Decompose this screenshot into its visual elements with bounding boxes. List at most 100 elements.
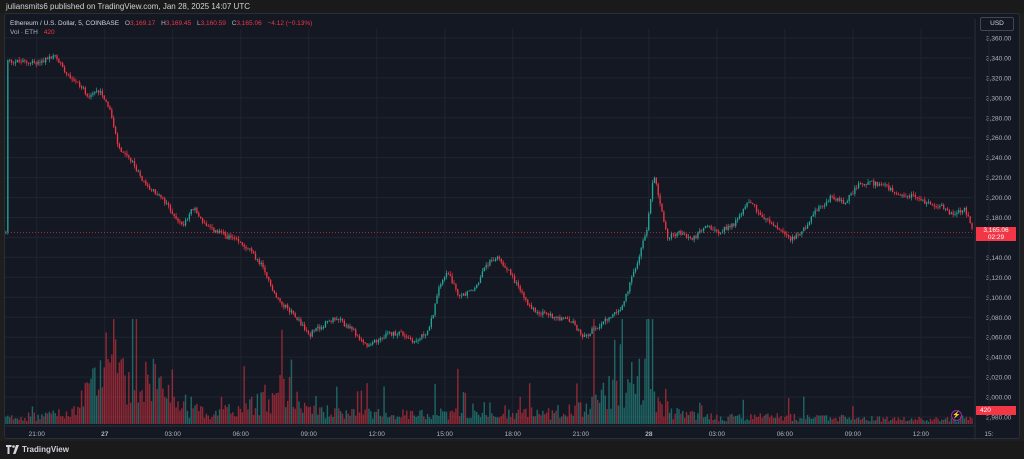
volume-bar xyxy=(742,399,745,424)
volume-bar xyxy=(419,410,421,424)
volume-bar xyxy=(695,419,697,424)
candle-body xyxy=(145,181,147,185)
volume-bar xyxy=(646,319,648,424)
candle-body xyxy=(113,117,115,127)
volume-bar xyxy=(489,402,491,424)
y-tick-label: 3,120.00 xyxy=(986,275,1012,282)
lightning-icon[interactable]: ⚡ xyxy=(951,410,962,421)
volume-bar xyxy=(269,413,272,424)
volume-bar xyxy=(525,408,527,424)
volume-bar xyxy=(288,377,291,424)
volume-bar xyxy=(116,373,119,424)
candle-body xyxy=(774,225,777,227)
candle-body xyxy=(547,313,550,316)
volume-bar xyxy=(559,418,561,424)
volume-bar xyxy=(511,412,514,424)
candle-body xyxy=(614,312,616,315)
volume-bar xyxy=(651,319,654,424)
y-tick-label: 3,100.00 xyxy=(986,295,1012,302)
volume-bar xyxy=(457,368,459,424)
volume-bar xyxy=(530,407,533,424)
candle-body xyxy=(97,90,100,93)
volume-bar xyxy=(547,408,550,424)
candle-body xyxy=(812,214,814,217)
candle-body xyxy=(493,260,495,261)
candle-body xyxy=(207,225,209,227)
footer-brand[interactable]: TradingView xyxy=(22,445,69,454)
candle-body xyxy=(175,216,177,219)
volume-bar xyxy=(689,411,692,424)
candle-body xyxy=(477,282,480,285)
volume-bar xyxy=(351,409,353,424)
candle-body xyxy=(173,213,175,217)
volume-bar xyxy=(602,382,605,424)
candle-body xyxy=(810,216,813,222)
volume-bar xyxy=(653,391,656,424)
volume-bar xyxy=(103,367,105,424)
volume-bar xyxy=(725,421,727,424)
volume-bar xyxy=(128,372,130,424)
volume-bar xyxy=(956,421,958,424)
volume-bar xyxy=(657,397,659,424)
candle-body xyxy=(62,63,64,67)
candle-body xyxy=(929,201,932,205)
volume-bar xyxy=(432,414,434,424)
candle-body xyxy=(275,293,277,298)
volume-bar xyxy=(271,393,274,424)
volume-bar xyxy=(165,398,168,424)
candle-body xyxy=(377,340,380,343)
candle-body xyxy=(765,218,767,220)
volume-bar xyxy=(315,396,317,424)
candle-body xyxy=(317,326,319,329)
candle-body xyxy=(597,328,599,330)
candle-body xyxy=(462,293,465,296)
volume-bar xyxy=(233,416,236,424)
volume-bar xyxy=(65,411,68,424)
volume-bar xyxy=(744,420,746,424)
y-tick-label: 3,320.00 xyxy=(986,75,1012,82)
candle-body xyxy=(322,327,325,328)
x-tick-label: 12:00 xyxy=(369,431,386,438)
volume-bar xyxy=(41,414,43,424)
x-tick-label: 21:00 xyxy=(573,431,590,438)
candle-body xyxy=(445,273,448,277)
currency-button[interactable]: USD xyxy=(980,17,1014,31)
volume-bar xyxy=(82,406,85,424)
candle-body xyxy=(750,201,752,204)
volume-bar xyxy=(131,319,134,424)
candle-body xyxy=(742,208,744,215)
volume-bar xyxy=(372,418,374,424)
candle-body xyxy=(816,210,818,212)
volume-bar xyxy=(328,416,330,424)
volume-bar xyxy=(343,418,346,424)
candle-body xyxy=(873,180,875,186)
candle-body xyxy=(442,279,444,285)
volume-label[interactable]: Vol · ETH xyxy=(10,29,38,36)
volume-bar xyxy=(186,410,189,424)
candle-body xyxy=(574,321,576,325)
candle-body xyxy=(167,203,170,206)
candle-body xyxy=(566,317,569,319)
volume-bar xyxy=(670,408,673,424)
volume-bar xyxy=(871,416,873,424)
volume-bar xyxy=(918,416,920,424)
volume-bar xyxy=(515,413,518,424)
candle-body xyxy=(336,319,338,321)
symbol-title[interactable]: Ethereum / U.S. Dollar, 5, COINBASE xyxy=(10,20,120,27)
volume-bar xyxy=(965,416,968,424)
candle-body xyxy=(349,326,351,328)
volume-bar xyxy=(215,410,217,424)
volume-bar xyxy=(806,415,809,424)
volume-bar xyxy=(92,368,94,424)
volume-bar xyxy=(354,415,357,424)
volume-bar xyxy=(319,407,321,424)
volume-bar xyxy=(86,382,88,424)
volume-bar xyxy=(440,408,442,424)
volume-bar xyxy=(222,409,225,424)
x-tick-label: 09:00 xyxy=(845,431,862,438)
volume-bar xyxy=(769,417,771,424)
candle-body xyxy=(719,232,722,234)
candle-body xyxy=(878,184,881,186)
candle-body xyxy=(213,227,215,233)
